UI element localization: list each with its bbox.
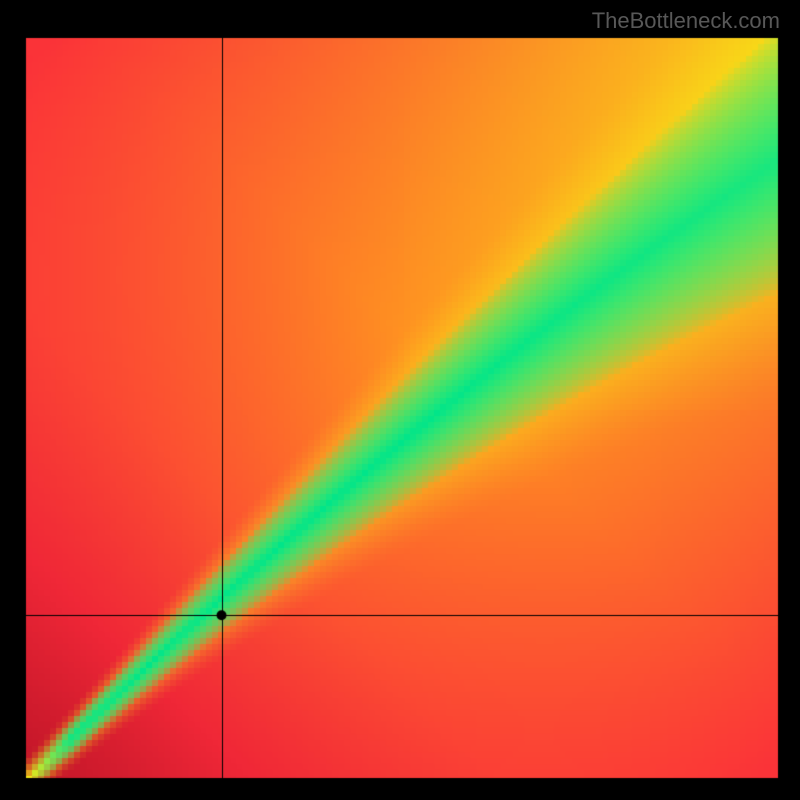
- bottleneck-heatmap: [0, 0, 800, 800]
- chart-container: TheBottleneck.com: [0, 0, 800, 800]
- watermark-text: TheBottleneck.com: [592, 8, 780, 34]
